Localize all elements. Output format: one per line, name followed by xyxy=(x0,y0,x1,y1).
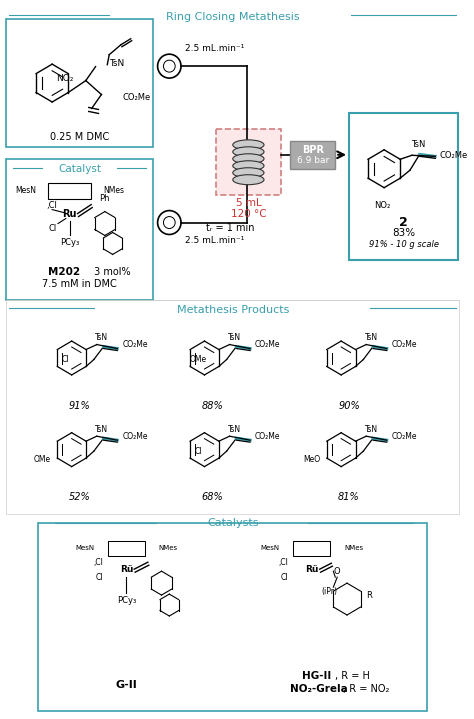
Text: Catalyst: Catalyst xyxy=(58,164,101,174)
Text: G-II: G-II xyxy=(116,679,137,690)
Text: Ring Closing Metathesis: Ring Closing Metathesis xyxy=(166,12,300,22)
Text: ,Cl: ,Cl xyxy=(93,558,103,567)
FancyBboxPatch shape xyxy=(216,129,281,195)
Text: Metathesis Products: Metathesis Products xyxy=(177,305,289,315)
Text: O: O xyxy=(334,567,340,576)
Text: , R = H: , R = H xyxy=(335,671,370,681)
Text: CO₂Me: CO₂Me xyxy=(439,151,467,160)
Text: 7.5 mM in DMC: 7.5 mM in DMC xyxy=(42,279,117,289)
Text: TsN: TsN xyxy=(95,333,108,342)
Text: Cl: Cl xyxy=(95,572,103,582)
Text: NO₂: NO₂ xyxy=(56,73,73,83)
Text: 52%: 52% xyxy=(69,493,91,503)
Text: Rü: Rü xyxy=(305,564,319,574)
Ellipse shape xyxy=(233,175,264,185)
Text: MesN: MesN xyxy=(261,545,280,551)
Text: TsN: TsN xyxy=(365,333,378,342)
Text: TsN: TsN xyxy=(410,139,425,149)
Text: MeO: MeO xyxy=(303,455,320,464)
Text: R: R xyxy=(366,590,373,600)
Ellipse shape xyxy=(233,140,264,150)
Text: 3 mol%: 3 mol% xyxy=(91,267,131,278)
Text: NMes: NMes xyxy=(344,545,363,551)
Text: 120 °C: 120 °C xyxy=(230,209,266,219)
Text: PCy₃: PCy₃ xyxy=(117,595,136,605)
Text: ,Cl: ,Cl xyxy=(46,201,57,210)
Text: OMe: OMe xyxy=(190,355,207,365)
Text: Catalysts: Catalysts xyxy=(207,518,258,528)
Text: CO₂Me: CO₂Me xyxy=(122,431,148,441)
Text: 0.25 M DMC: 0.25 M DMC xyxy=(50,132,109,142)
Text: 91% - 10 g scale: 91% - 10 g scale xyxy=(369,240,438,249)
Text: CO₂Me: CO₂Me xyxy=(122,340,148,349)
Text: OMe: OMe xyxy=(34,455,51,464)
Text: 83%: 83% xyxy=(392,229,415,239)
Text: CO₂Me: CO₂Me xyxy=(255,431,281,441)
Text: M202: M202 xyxy=(48,267,81,278)
Text: Ph: Ph xyxy=(99,194,109,203)
Text: 2.5 mL.min⁻¹: 2.5 mL.min⁻¹ xyxy=(185,236,244,245)
Text: Rü: Rü xyxy=(119,564,133,574)
Text: 2: 2 xyxy=(399,216,408,229)
Text: Cl: Cl xyxy=(194,447,202,456)
Text: MesN: MesN xyxy=(16,186,36,195)
Text: NO₂-Grela: NO₂-Grela xyxy=(291,684,348,694)
Text: 2.5 mL.min⁻¹: 2.5 mL.min⁻¹ xyxy=(185,44,244,52)
Text: 6.9 bar: 6.9 bar xyxy=(297,156,329,165)
Ellipse shape xyxy=(233,154,264,164)
Text: , R = NO₂: , R = NO₂ xyxy=(343,684,390,694)
Ellipse shape xyxy=(233,168,264,178)
Text: TsN: TsN xyxy=(95,425,108,434)
Text: Cl: Cl xyxy=(62,355,69,365)
Text: MesN: MesN xyxy=(75,545,94,551)
Text: TsN: TsN xyxy=(228,425,241,434)
Text: (iPr): (iPr) xyxy=(321,587,337,595)
Ellipse shape xyxy=(233,161,264,170)
Text: CO₂Me: CO₂Me xyxy=(392,340,417,349)
Text: CO₂Me: CO₂Me xyxy=(123,93,151,102)
Text: tᵣ = 1 min: tᵣ = 1 min xyxy=(206,223,255,232)
Text: HG-II: HG-II xyxy=(302,671,331,681)
Text: 68%: 68% xyxy=(201,493,223,503)
Text: CO₂Me: CO₂Me xyxy=(255,340,281,349)
Text: TsN: TsN xyxy=(109,59,125,68)
FancyBboxPatch shape xyxy=(291,141,335,169)
Text: PCy₃: PCy₃ xyxy=(60,238,79,247)
Text: 81%: 81% xyxy=(338,493,360,503)
Text: CO₂Me: CO₂Me xyxy=(392,431,417,441)
Text: NMes: NMes xyxy=(159,545,178,551)
Text: Ru: Ru xyxy=(63,209,77,219)
Ellipse shape xyxy=(233,147,264,157)
Text: TsN: TsN xyxy=(228,333,241,342)
Text: 91%: 91% xyxy=(69,400,91,411)
Text: NO₂: NO₂ xyxy=(374,201,390,210)
Text: ,Cl: ,Cl xyxy=(279,558,288,567)
Text: 90%: 90% xyxy=(338,400,360,411)
Text: NMes: NMes xyxy=(103,186,124,195)
Text: TsN: TsN xyxy=(365,425,378,434)
Text: Cl: Cl xyxy=(281,572,288,582)
Text: Cl: Cl xyxy=(48,224,56,233)
Text: 5 mL: 5 mL xyxy=(236,198,261,208)
Text: BPR: BPR xyxy=(302,145,324,155)
Text: 88%: 88% xyxy=(201,400,223,411)
